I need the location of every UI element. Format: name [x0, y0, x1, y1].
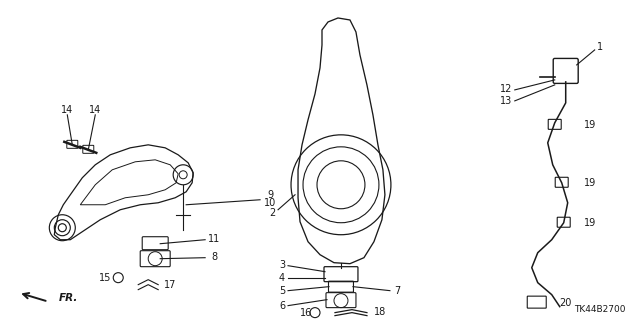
Text: 6: 6 — [279, 300, 285, 311]
Text: 16: 16 — [300, 308, 312, 318]
Text: 15: 15 — [99, 273, 111, 283]
Text: 3: 3 — [279, 260, 285, 270]
Text: 11: 11 — [208, 234, 220, 244]
Text: 14: 14 — [89, 105, 101, 115]
Text: 7: 7 — [394, 286, 400, 296]
Text: 19: 19 — [584, 178, 596, 188]
Text: 1: 1 — [596, 42, 603, 52]
Text: 4: 4 — [279, 273, 285, 283]
Text: 18: 18 — [374, 307, 386, 317]
Text: 2: 2 — [269, 208, 275, 218]
Text: 5: 5 — [279, 286, 285, 296]
Text: 10: 10 — [264, 198, 276, 208]
Text: 12: 12 — [500, 84, 512, 94]
Text: 8: 8 — [211, 252, 217, 262]
Text: FR.: FR. — [58, 293, 77, 303]
Text: 19: 19 — [584, 120, 596, 130]
Text: 17: 17 — [164, 280, 177, 290]
Text: 20: 20 — [559, 298, 572, 308]
Text: 13: 13 — [500, 96, 512, 106]
Text: 14: 14 — [61, 105, 74, 115]
Text: TK44B2700: TK44B2700 — [574, 305, 625, 314]
Text: 9: 9 — [267, 190, 273, 200]
Text: 19: 19 — [584, 218, 596, 228]
